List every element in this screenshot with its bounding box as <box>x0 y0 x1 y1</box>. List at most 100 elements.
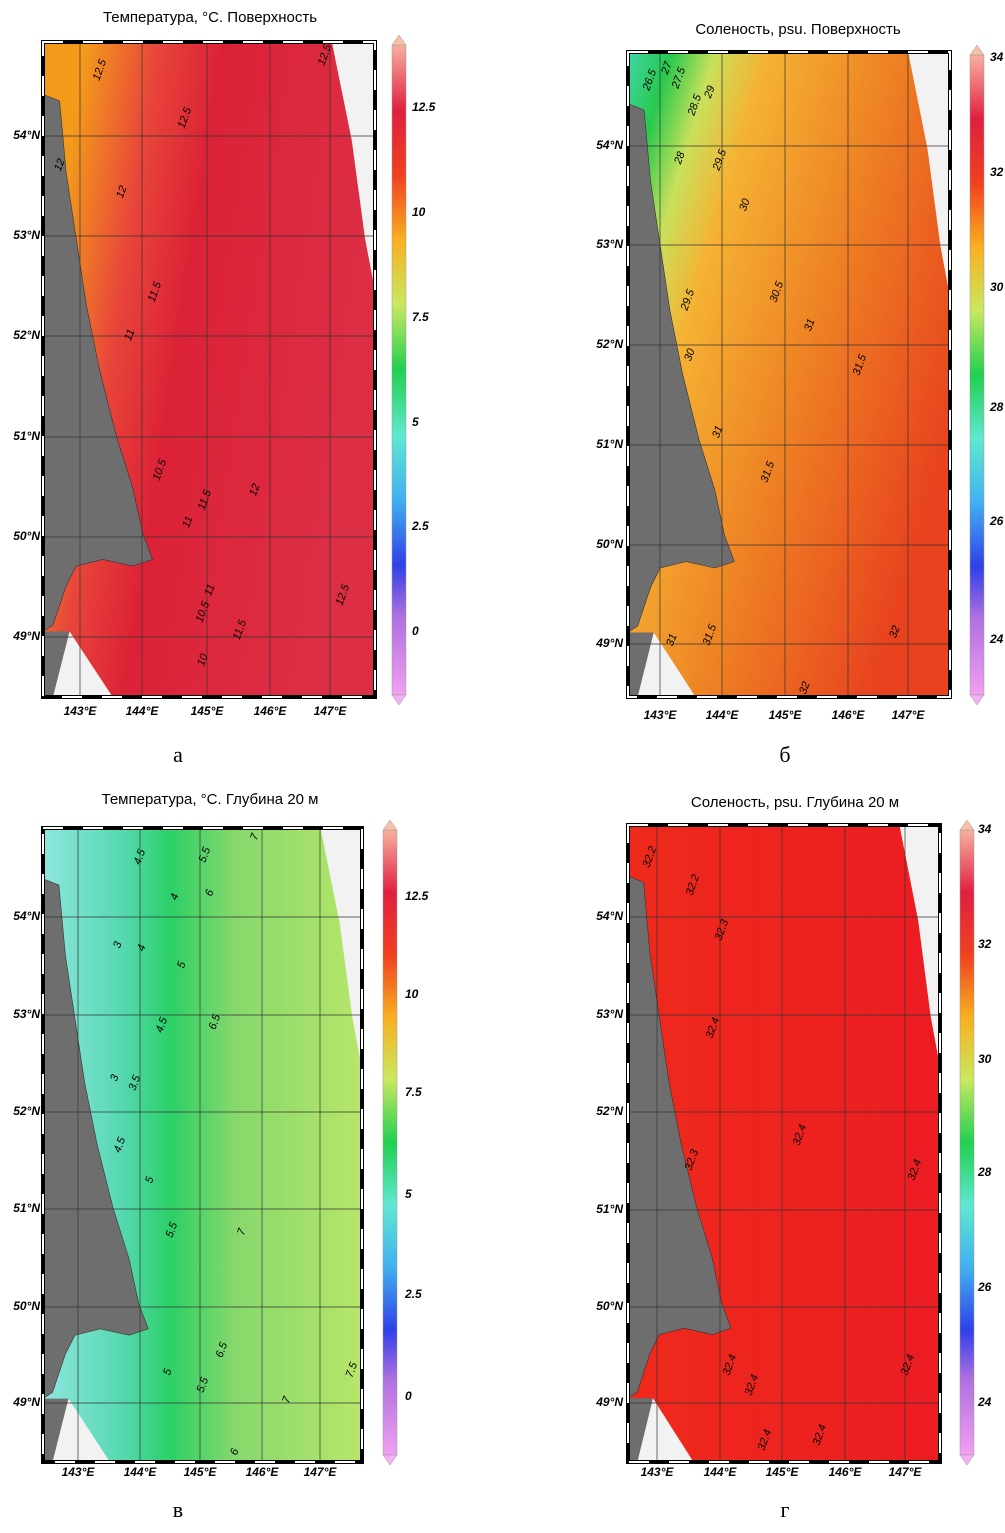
lon-label: 144°E <box>704 1465 738 1479</box>
contour-label: 5.5 <box>197 845 214 864</box>
map-frame <box>41 826 364 1464</box>
colorbar <box>969 54 985 696</box>
contour-label: 27 <box>659 59 675 76</box>
land <box>628 632 654 697</box>
colorbar-tick-label: 28 <box>989 400 1004 414</box>
contour-label: 4.5 <box>132 847 149 866</box>
colorbar-tick-label: 7.5 <box>412 310 429 324</box>
land <box>42 93 153 633</box>
lon-label: 146°E <box>246 1465 280 1479</box>
colorbar-end <box>391 694 407 706</box>
contour-label: 6.5 <box>214 1340 231 1359</box>
contour-label: 7 <box>235 1226 249 1237</box>
colorbar-tick-label: 0 <box>412 624 419 638</box>
contour-label: 5.5 <box>195 1375 212 1394</box>
land <box>43 1398 69 1462</box>
colorbar-tick-label: 2.5 <box>404 1287 422 1301</box>
colorbar-tick-label: 24 <box>977 1395 992 1409</box>
lat-label: 50°N <box>596 537 623 551</box>
no-data <box>899 825 940 1068</box>
contour-label: 11 <box>122 328 137 343</box>
lat-label: 52°N <box>596 337 623 351</box>
lat-label: 50°N <box>13 529 40 543</box>
lon-label: 145°E <box>769 708 803 722</box>
colorbar-tick-label: 0 <box>405 1389 412 1403</box>
lat-label: 53°N <box>13 228 40 242</box>
lat-label: 49°N <box>595 1395 623 1409</box>
lat-label: 51°N <box>13 429 40 443</box>
land <box>628 1398 653 1462</box>
contour-label: 5 <box>143 1174 157 1185</box>
colorbar <box>391 44 407 696</box>
contour-label: 4 <box>135 943 148 953</box>
contour-label: 6 <box>203 887 217 898</box>
lat-label: 50°N <box>13 1299 40 1313</box>
land <box>627 875 732 1399</box>
no-data <box>637 1398 694 1462</box>
colorbar-tick-label: 2.5 <box>411 519 429 533</box>
lon-label: 147°E <box>314 704 348 718</box>
contour-label: 3 <box>108 1072 122 1083</box>
lon-label: 146°E <box>832 708 866 722</box>
lat-label: 51°N <box>596 437 623 451</box>
land <box>627 103 735 634</box>
contour-label: 4.5 <box>154 1015 171 1034</box>
panel-title: Соленость, psu. Глубина 20 м <box>691 794 899 811</box>
colorbar-tick-label: 30 <box>990 280 1004 294</box>
contour-label: 12 <box>114 184 129 200</box>
colorbar-tick-label: 28 <box>977 1165 992 1179</box>
panel-title: Температура, °C. Поверхность <box>103 9 317 26</box>
colorbar-end <box>959 1454 975 1466</box>
contour-label: 12 <box>247 482 262 498</box>
lon-label: 147°E <box>304 1465 338 1479</box>
no-data <box>52 631 113 697</box>
colorbar-tick-label: 26 <box>977 1280 992 1294</box>
contour-label: 5 <box>161 1366 175 1377</box>
colorbar-tick-label: 7.5 <box>405 1085 422 1099</box>
colorbar-tick-label: 10 <box>405 987 419 1001</box>
lon-label: 146°E <box>254 704 288 718</box>
colorbar-tick-label: 12.5 <box>405 889 429 903</box>
contour-label: 6.5 <box>207 1012 224 1031</box>
colorbar-tick-label: 5 <box>405 1187 412 1201</box>
contour-label: 7 <box>248 831 262 842</box>
contour-label: 3.5 <box>127 1073 144 1092</box>
colorbar-tick-label: 32 <box>978 937 992 951</box>
land <box>43 631 70 697</box>
colorbar-tick-label: 34 <box>990 50 1004 64</box>
map-frame <box>42 41 376 698</box>
contour-label: 7.5 <box>344 1360 361 1379</box>
lat-label: 54°N <box>596 138 623 152</box>
lat-label: 51°N <box>596 1202 623 1216</box>
lon-label: 146°E <box>829 1465 863 1479</box>
contour-label: 4.5 <box>112 1135 129 1154</box>
contour-label: 12 <box>52 157 67 173</box>
contour-label: 4 <box>168 892 181 902</box>
lat-label: 50°N <box>596 1299 623 1313</box>
contour-label: 30 <box>737 196 753 212</box>
contour-label: 30 <box>682 346 698 362</box>
panel-letter: б <box>779 742 790 767</box>
colorbar-end <box>382 819 398 831</box>
land <box>42 878 149 1400</box>
contour-label: 28 <box>672 149 688 166</box>
no-data <box>320 828 362 1069</box>
lon-label: 147°E <box>889 1465 923 1479</box>
lon-label: 145°E <box>184 1465 218 1479</box>
lat-label: 49°N <box>12 629 40 643</box>
no-data <box>637 632 696 697</box>
lat-label: 49°N <box>595 636 623 650</box>
colorbar-tick-label: 5 <box>412 415 419 429</box>
contour-label: 31 <box>802 317 817 333</box>
panel-letter: в <box>173 1497 183 1522</box>
lon-label: 143°E <box>641 1465 675 1479</box>
lon-label: 145°E <box>191 704 225 718</box>
colorbar-tick-label: 32 <box>990 165 1004 179</box>
colorbar-end <box>969 44 985 56</box>
lon-label: 143°E <box>62 1465 96 1479</box>
contour-label: 31 <box>710 424 725 440</box>
lat-label: 54°N <box>13 909 40 923</box>
colorbar-end <box>391 34 407 46</box>
panel-letter: г <box>780 1497 789 1522</box>
